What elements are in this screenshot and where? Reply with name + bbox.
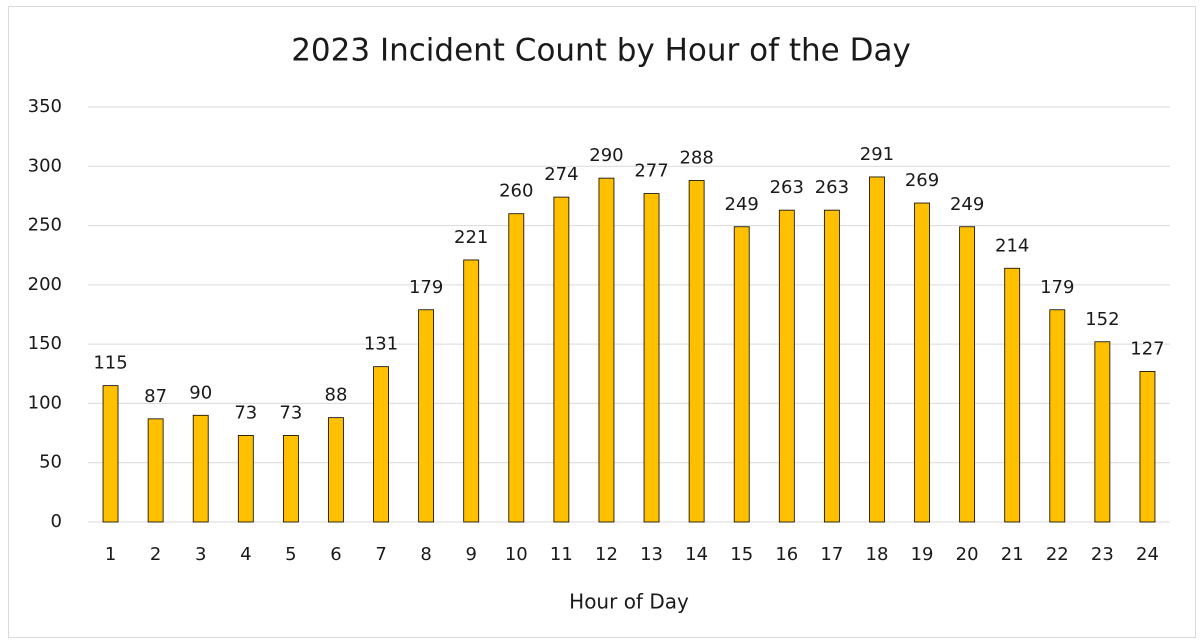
- x-tick-label: 10: [505, 544, 528, 565]
- bar: [959, 226, 976, 523]
- data-label: 73: [234, 402, 257, 423]
- bar: [823, 209, 840, 523]
- bar: [102, 385, 119, 523]
- data-label: 115: [93, 353, 127, 374]
- data-label: 263: [770, 177, 804, 198]
- x-tick-label: 8: [420, 544, 431, 565]
- data-label: 221: [454, 227, 488, 248]
- bar: [147, 418, 164, 523]
- data-label: 87: [144, 386, 167, 407]
- data-label: 288: [679, 148, 713, 169]
- x-tick-label: 21: [1001, 544, 1024, 565]
- x-tick-label: 5: [285, 544, 296, 565]
- y-tick-label: 0: [51, 511, 62, 532]
- x-tick-label: 4: [240, 544, 251, 565]
- bar: [778, 209, 795, 523]
- x-tick-label: 12: [595, 544, 618, 565]
- bar: [1049, 309, 1066, 523]
- bar: [237, 435, 254, 523]
- y-tick-label: 100: [28, 392, 62, 413]
- x-tick-label: 11: [550, 544, 573, 565]
- bar: [643, 193, 660, 523]
- data-label: 88: [325, 385, 348, 406]
- x-tick-label: 3: [195, 544, 206, 565]
- x-tick-label: 13: [640, 544, 663, 565]
- data-label: 269: [905, 170, 939, 191]
- data-label: 152: [1085, 309, 1119, 330]
- data-label: 179: [1040, 277, 1074, 298]
- y-tick-label: 150: [28, 333, 62, 354]
- x-tick-label: 14: [685, 544, 708, 565]
- x-tick-label: 19: [911, 544, 934, 565]
- data-label: 127: [1130, 338, 1164, 359]
- data-label: 131: [364, 334, 398, 355]
- data-label: 214: [995, 235, 1029, 256]
- bar: [508, 213, 525, 523]
- data-label: 263: [815, 177, 849, 198]
- y-tick-label: 250: [28, 215, 62, 236]
- x-tick-label: 20: [956, 544, 979, 565]
- y-tick-label: 50: [39, 452, 62, 473]
- x-tick-label: 7: [375, 544, 386, 565]
- x-tick-label: 16: [775, 544, 798, 565]
- bar: [553, 196, 570, 523]
- bar: [463, 259, 480, 523]
- x-axis-label: Hour of Day: [569, 590, 689, 614]
- x-tick-label: 23: [1091, 544, 1114, 565]
- x-tick-label: 24: [1136, 544, 1159, 565]
- x-tick-label: 18: [866, 544, 889, 565]
- bar: [1094, 341, 1111, 523]
- bar: [418, 309, 435, 523]
- data-label: 179: [409, 277, 443, 298]
- data-label: 291: [860, 144, 894, 165]
- x-tick-label: 1: [105, 544, 116, 565]
- bar: [688, 180, 705, 523]
- bar: [192, 414, 209, 523]
- bar: [869, 176, 885, 523]
- bar: [282, 435, 299, 523]
- bar: [328, 417, 344, 523]
- data-label: 249: [725, 194, 759, 215]
- y-tick-label: 200: [28, 274, 62, 295]
- y-tick-label: 300: [28, 155, 62, 176]
- x-tick-label: 2: [150, 544, 161, 565]
- bar: [1004, 267, 1021, 523]
- data-label: 277: [634, 161, 668, 182]
- bar: [598, 177, 615, 523]
- x-tick-label: 15: [730, 544, 753, 565]
- data-label: 73: [279, 402, 302, 423]
- data-label: 249: [950, 194, 984, 215]
- chart-title: 2023 Incident Count by Hour of the Day: [291, 33, 911, 69]
- bar: [1139, 371, 1156, 523]
- x-tick-label: 6: [330, 544, 341, 565]
- x-tick-label: 9: [465, 544, 476, 565]
- bar: [733, 226, 750, 523]
- data-label: 260: [499, 181, 533, 202]
- y-tick-label: 350: [28, 96, 62, 117]
- bar: [373, 366, 389, 523]
- x-tick-label: 17: [820, 544, 843, 565]
- bar: [914, 202, 930, 523]
- data-label: 90: [189, 382, 212, 403]
- data-label: 274: [544, 164, 578, 185]
- x-tick-label: 22: [1046, 544, 1069, 565]
- data-label: 290: [589, 145, 623, 166]
